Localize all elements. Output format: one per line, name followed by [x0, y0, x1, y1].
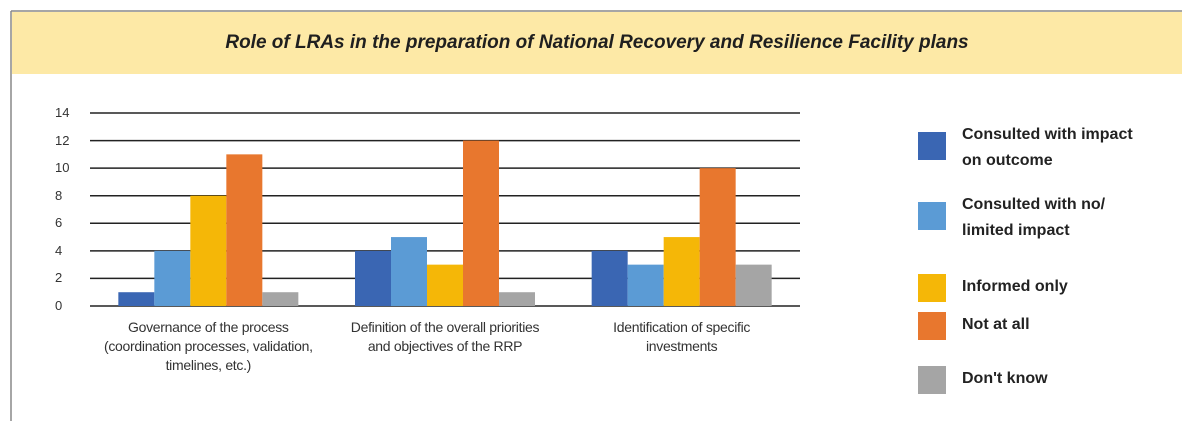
- legend-swatch: [918, 312, 946, 340]
- bar: [591, 250, 628, 306]
- bar: [391, 237, 427, 306]
- y-tick-label: 10: [55, 160, 70, 176]
- y-tick-label: 2: [55, 270, 63, 286]
- bar: [154, 250, 191, 306]
- bar: [427, 264, 463, 306]
- bar: [262, 292, 299, 306]
- bar: [699, 168, 736, 306]
- legend-swatch: [918, 274, 946, 302]
- x-tick-label: Definition of the overall priorities and…: [350, 319, 540, 354]
- bar: [355, 250, 391, 306]
- legend-swatch: [918, 132, 946, 160]
- bar: [499, 292, 535, 306]
- title-band: [12, 12, 1182, 74]
- legend-label: Informed only: [962, 278, 1068, 295]
- bar: [226, 154, 263, 306]
- y-tick-label: 8: [55, 187, 63, 203]
- y-tick-label: 0: [55, 298, 63, 313]
- chart-title: Role of LRAs in the preparation of Natio…: [225, 32, 969, 53]
- bar: [190, 195, 227, 306]
- bar: [735, 264, 772, 306]
- x-tick-label: Governance of the process (coordination …: [104, 319, 313, 373]
- bar: [118, 292, 155, 306]
- legend-swatch: [918, 366, 946, 394]
- bar: [663, 237, 700, 306]
- y-tick-label: 12: [55, 132, 70, 148]
- legend-label: Not at all: [962, 316, 1030, 333]
- y-tick-label: 6: [55, 215, 63, 231]
- legend-label: Consulted with impact on outcome: [962, 126, 1133, 169]
- bar: [463, 140, 499, 306]
- legend-swatch: [918, 202, 946, 230]
- y-tick-label: 14: [55, 105, 70, 120]
- legend-label: Don't know: [962, 370, 1048, 387]
- legend-label: Consulted with no/ limited impact: [962, 196, 1106, 239]
- y-tick-label: 4: [55, 242, 63, 258]
- bar: [627, 264, 664, 306]
- x-tick-label: Identification of specific investments: [613, 319, 751, 354]
